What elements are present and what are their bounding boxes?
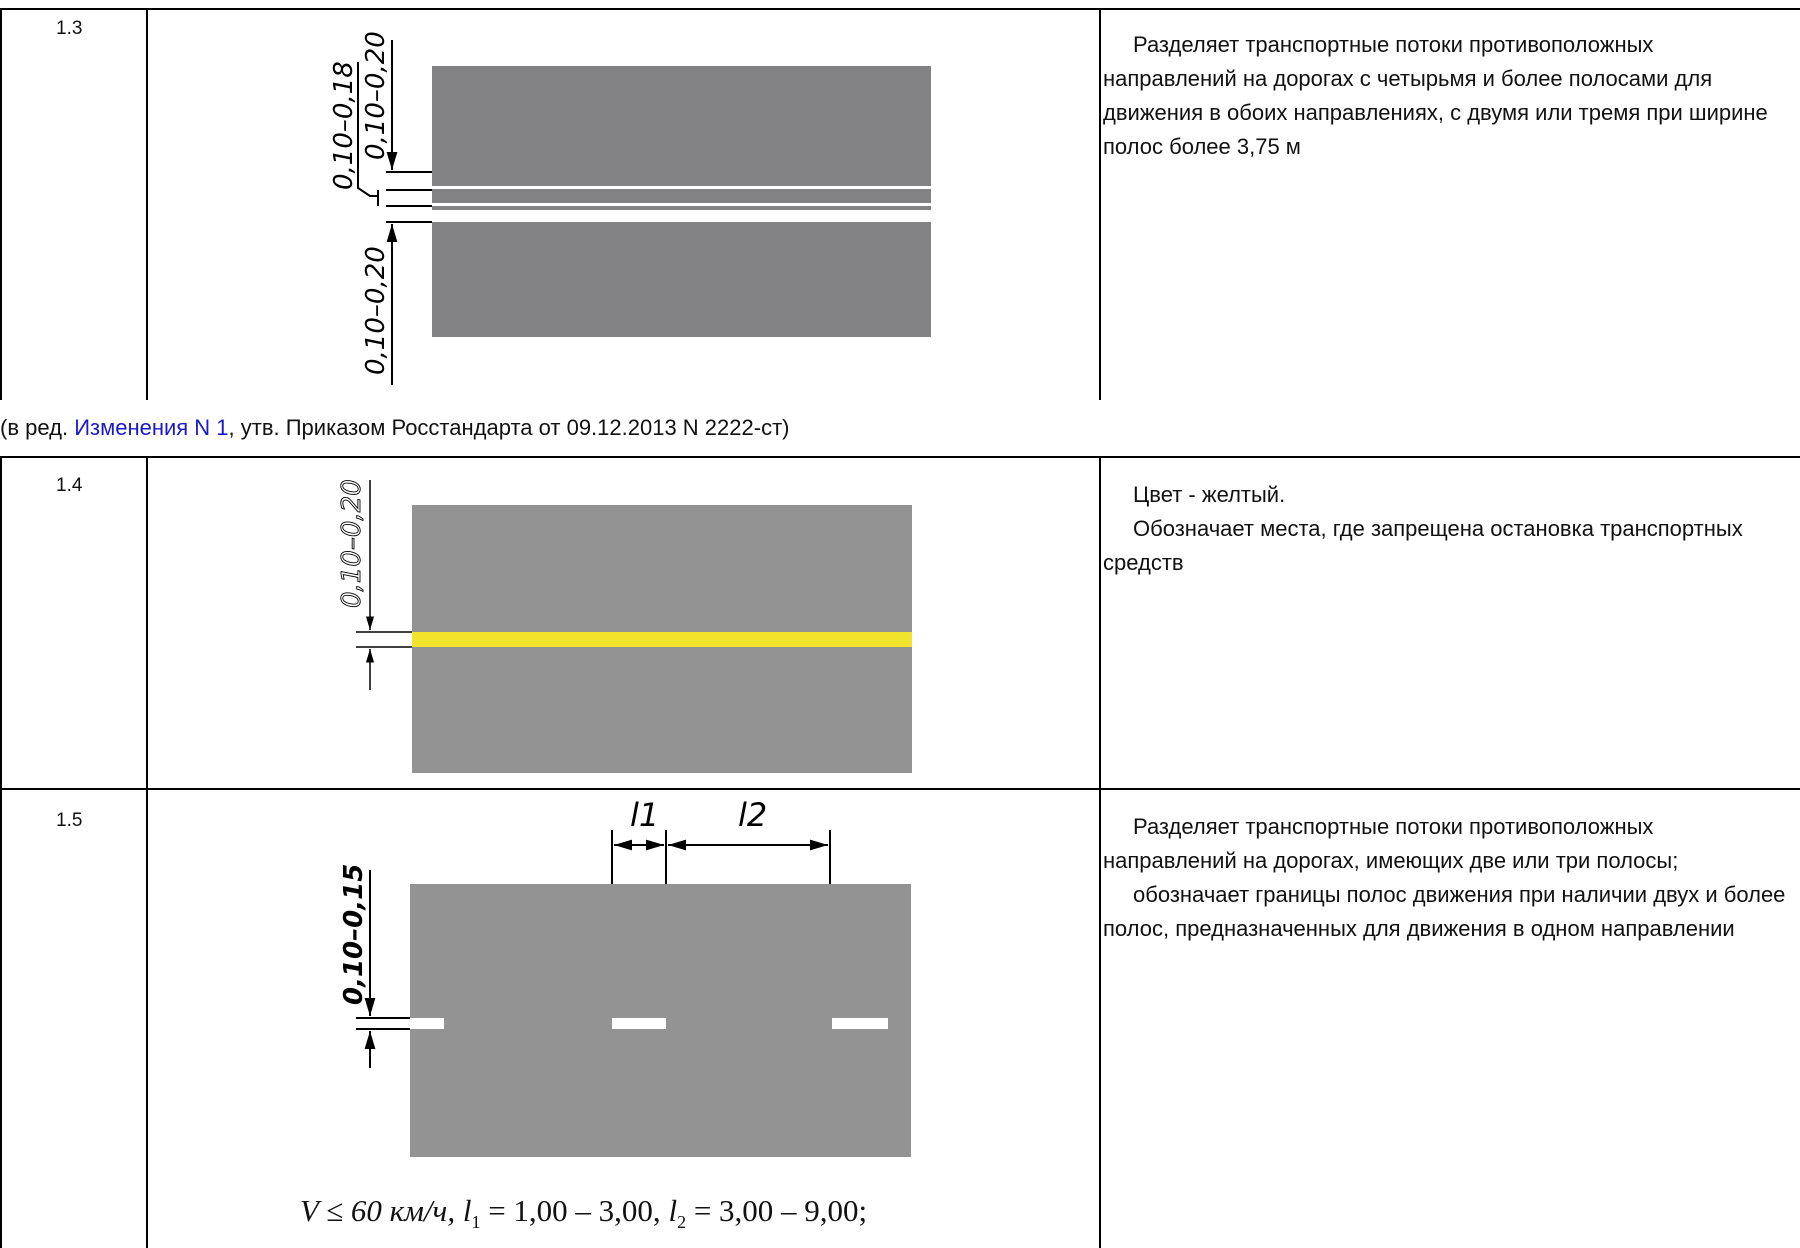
- amendment-prefix: (в ред.: [0, 415, 75, 440]
- amendment-suffix: , утв. Приказом Росстандарта от 09.12.20…: [228, 415, 790, 440]
- description-paragraph: Цвет - желтый.: [1133, 482, 1286, 507]
- formula-l2-subscript: 2: [677, 1212, 687, 1233]
- table-left-border: [0, 8, 2, 400]
- dimension-label: 0,10–0,20: [361, 246, 391, 375]
- marking-dash: [410, 1018, 444, 1029]
- formula-l2-value: = 3,00 – 9,00;: [686, 1193, 868, 1228]
- amendment-link[interactable]: Изменения N 1: [74, 415, 229, 440]
- formula-l1-subscript: 1: [471, 1212, 481, 1233]
- marking-code: 1.5: [56, 810, 83, 831]
- dimension-label: 0,10–0,20: [361, 31, 391, 160]
- dimension-label: 0,10–0,20: [337, 479, 367, 608]
- diagram-1-4: 0,10–0,20: [337, 479, 912, 773]
- road-surface: [432, 189, 931, 203]
- description-paragraph: Разделяет транспортные потоки противопол…: [1103, 32, 1768, 159]
- speed-formula: V ≤ 60 км/ч, l1 = 1,00 – 3,00, l2 = 3,00…: [300, 1193, 867, 1233]
- marking-description: Разделяет транспортные потоки противопол…: [1103, 810, 1793, 946]
- road-surface: [432, 206, 931, 210]
- road-surface: [432, 222, 931, 337]
- formula-l1-symbol: l: [462, 1193, 472, 1228]
- table-top-border: [0, 8, 1800, 10]
- marking-code: 1.4: [56, 475, 83, 496]
- formula-speed: V ≤ 60 км/ч,: [300, 1193, 456, 1228]
- col-divider-2: [1099, 8, 1101, 400]
- row-divider: [0, 456, 1800, 458]
- formula-l2-symbol: l: [668, 1193, 678, 1228]
- description-paragraph: Разделяет транспортные потоки противопол…: [1103, 814, 1679, 873]
- marking-dash: [612, 1018, 666, 1029]
- amendment-note: (в ред. Изменения N 1, утв. Приказом Рос…: [0, 415, 789, 441]
- row-divider: [0, 788, 1800, 790]
- description-paragraph: обозначает границы полос движения при на…: [1103, 882, 1786, 941]
- marking-description: Цвет - желтый. Обозначает места, где зап…: [1103, 478, 1793, 580]
- col-divider-1: [146, 456, 148, 1248]
- dimension-label: 0,10–0,15: [339, 864, 369, 1005]
- marking-dash: [832, 1018, 888, 1029]
- table-left-border: [0, 456, 2, 1248]
- formula-l1-value: = 1,00 – 3,00,: [480, 1193, 661, 1228]
- diagram-1-3: 0,10–0,18 0,10–0,20 0,10–0,20: [329, 31, 931, 385]
- dimension-label: l2: [738, 796, 767, 834]
- dimension-label: 0,10–0,18: [329, 61, 359, 190]
- description-paragraph: Обозначает места, где запрещена остановк…: [1103, 516, 1743, 575]
- marking-description: Разделяет транспортные потоки противопол…: [1103, 28, 1793, 164]
- col-divider-1: [146, 8, 148, 400]
- marking-code: 1.3: [56, 18, 83, 39]
- road-surface: [432, 66, 931, 186]
- marking-line: [412, 632, 912, 647]
- dimension-label: l1: [630, 796, 659, 834]
- col-divider-2: [1099, 456, 1101, 1248]
- diagram-1-5: 0,10–0,15 l1 l2: [339, 796, 911, 1157]
